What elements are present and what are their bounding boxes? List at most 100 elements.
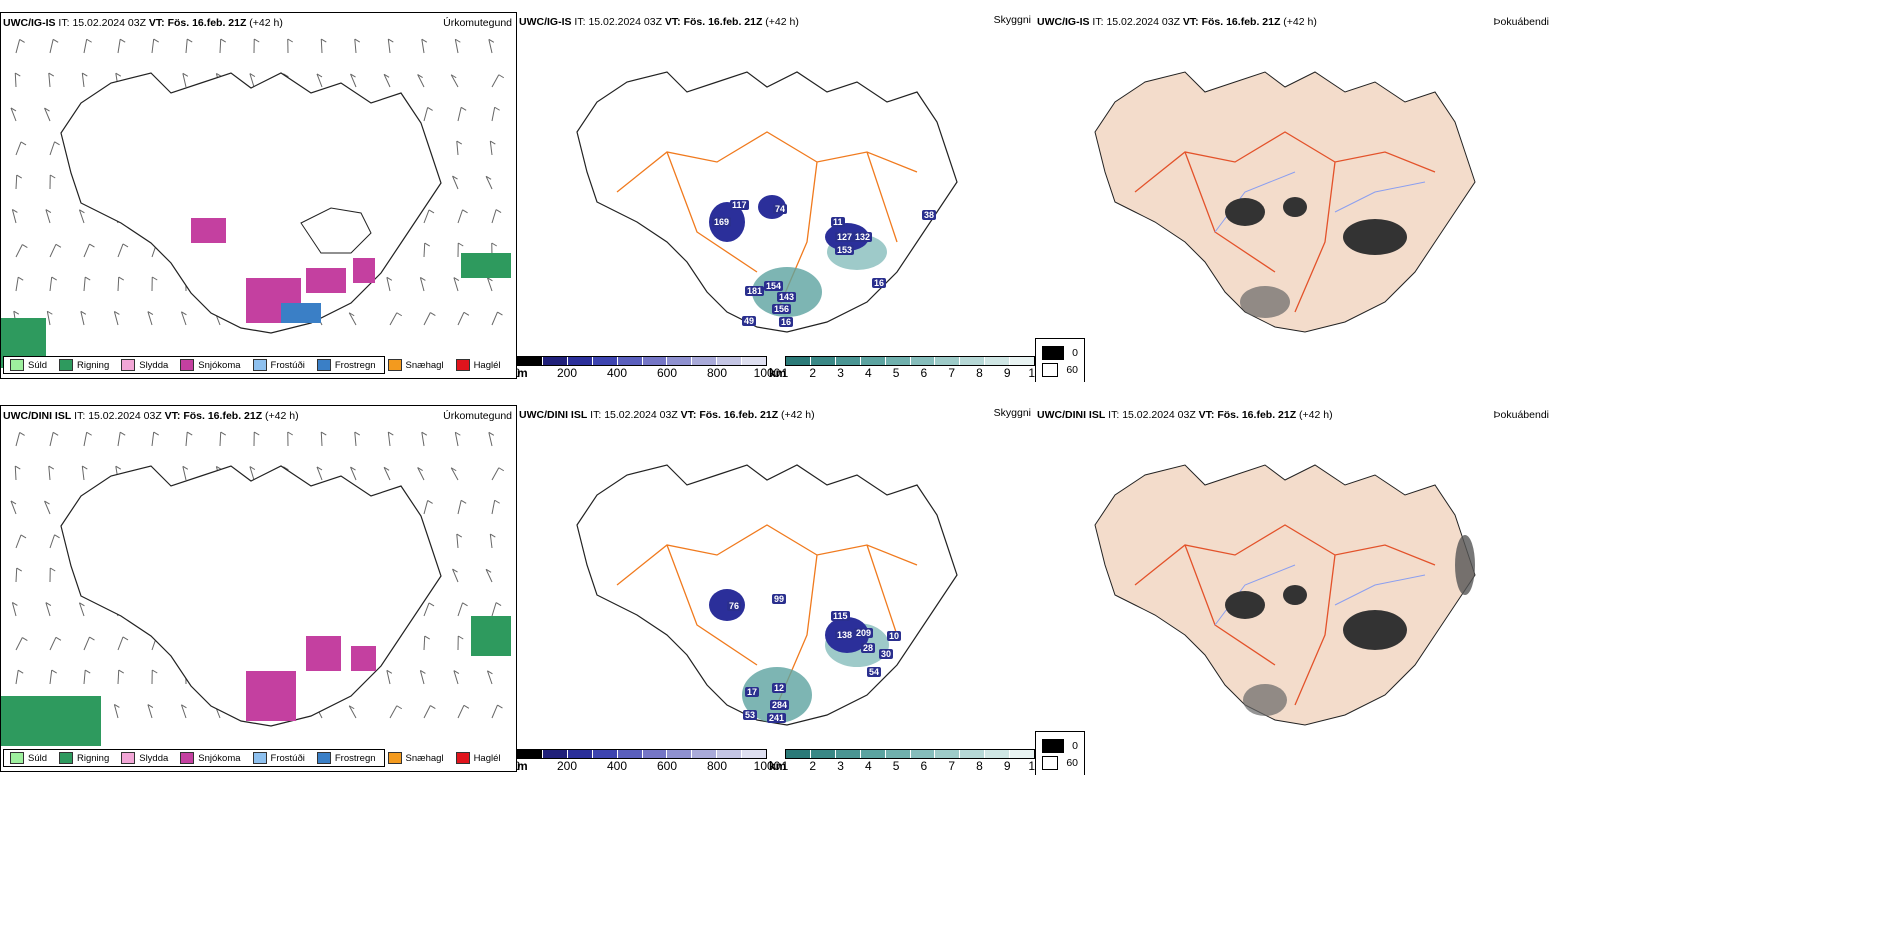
precip-legend-item: Snæhagl (387, 359, 444, 371)
fog-legend-label: 60 (1066, 757, 1078, 769)
wind-barb (11, 602, 17, 617)
wind-barb (389, 705, 398, 719)
wind-barb-tick (115, 72, 122, 77)
precip-legend-item: Snjókoma (180, 359, 241, 371)
wind-barb (354, 432, 357, 447)
colorbar-tick-label: 7 (948, 366, 955, 380)
wind-barb (151, 432, 155, 447)
cloudbase-colorbar: 0 200 400 600 800 1000 m (517, 749, 780, 773)
wind-barb (15, 244, 23, 258)
wind-barb-tick (487, 670, 493, 675)
wind-barb-tick (20, 141, 27, 146)
wind-barb-tick (181, 704, 187, 709)
wind-barb-tick (249, 466, 256, 471)
panel-type-title: Þokuábendi (1493, 16, 1549, 28)
panel-header: UWC/IG-IS IT: 15.02.2024 03Z VT: Fös. 16… (3, 17, 283, 29)
wind-barb (49, 670, 53, 685)
visibility-area (742, 667, 812, 723)
wind-barb (457, 705, 465, 719)
wind-barb-tick (498, 74, 505, 79)
panel-header: UWC/IG-IS IT: 15.02.2024 03Z VT: Fös. 16… (519, 16, 799, 28)
precip-legend-swatch (59, 359, 74, 371)
wind-barb (486, 670, 493, 685)
precip-legend-item: Súld (10, 752, 47, 764)
wind-barb-tick (186, 38, 193, 43)
wind-barb (491, 107, 496, 122)
wind-barb (423, 705, 431, 719)
precip-legend-item: Frostregn (316, 359, 376, 371)
precip-legend-swatch (121, 359, 136, 371)
panel-type-title: Úrkomutegund (443, 410, 512, 422)
colorbar-swatch (642, 750, 668, 758)
wind-barb (454, 432, 459, 447)
wind-barb-tick (421, 38, 428, 43)
panel-type-title: Úrkomutegund (443, 17, 512, 29)
wind-barb (49, 534, 56, 549)
wind-barb (452, 175, 459, 190)
cloudbase-colorbar: 0 200 400 600 800 1000 m (517, 356, 780, 380)
cloudbase-value: 28 (861, 643, 876, 653)
colorbar-swatch (810, 750, 836, 758)
wind-barb (113, 311, 119, 326)
wind-barb (44, 107, 51, 122)
fog-area (1283, 585, 1307, 605)
wind-barb-tick (316, 73, 323, 78)
wind-barb-tick (119, 431, 126, 436)
precip-legend-swatch (252, 359, 267, 371)
wind-barb-tick (45, 209, 52, 214)
cloudbase-value: 49 (742, 316, 757, 326)
colorbar-swatch (717, 357, 743, 365)
wind-barb (15, 277, 19, 292)
colorbar-tick-label: 600 (656, 366, 678, 380)
colorbar-swatch (885, 750, 911, 758)
wind-barb (45, 209, 51, 224)
wind-barb (491, 74, 500, 88)
wind-barb-tick (119, 38, 126, 43)
wind-barb (117, 636, 124, 651)
wind-barb (180, 311, 187, 326)
wind-barb-tick (316, 466, 323, 471)
wind-barb-tick (122, 636, 129, 641)
colorbar-tick-label: 600 (656, 759, 678, 773)
colorbar-swatch (810, 357, 836, 365)
wind-barb (49, 39, 54, 54)
precip-type-legend: Súld Rigning Slydda Snjókoma Frostúði Frostre… (3, 749, 501, 767)
wind-barb-tick (460, 499, 467, 504)
wind-barb-tick (12, 209, 18, 213)
wind-barb (48, 466, 51, 481)
wind-barb-tick (417, 74, 423, 78)
wind-barb-tick (428, 602, 435, 607)
wind-barb-tick (55, 243, 62, 248)
colorbar-tick-label: 200 (556, 759, 578, 773)
colorbar-tick-label: 2 (809, 759, 817, 773)
wind-barb-tick (386, 669, 393, 674)
wind-barb (423, 209, 430, 224)
wind-barb (485, 569, 493, 583)
wind-barb (389, 312, 398, 326)
colorbar-swatch (935, 750, 961, 758)
visibility-colorbar: 1 2 3 4 5 6 7 8 9 10 km (769, 749, 1035, 773)
cloudbase-value: 181 (745, 286, 765, 296)
colorbar-swatch (786, 357, 811, 365)
cloudbase-value: 241 (767, 713, 787, 723)
precip-legend-label: Frostúði (270, 752, 305, 764)
visibility-unit: km (769, 759, 787, 773)
wind-barb (46, 311, 51, 326)
wind-barb-tick (490, 140, 496, 145)
wind-barb (117, 432, 121, 447)
wind-barb-tick (460, 106, 467, 111)
wind-barb (453, 277, 459, 292)
wind-barb (78, 602, 85, 617)
fog-area (1240, 286, 1290, 318)
wind-barb-tick (182, 465, 189, 470)
wind-barb-tick (428, 209, 435, 214)
precip-legend-label: Frostregn (334, 359, 376, 371)
cloudbase-colorbar-swatches (517, 356, 767, 366)
wind-barb-tick (10, 500, 17, 505)
wind-barb-tick (495, 602, 502, 607)
precip-type-legend: Súld Rigning Slydda Snjókoma Frostúði Frostre… (3, 356, 501, 374)
wind-barb (417, 74, 425, 88)
precip-legend-item: Slydda (121, 752, 168, 764)
wind-barb (83, 432, 88, 447)
wind-barb-tick (45, 602, 52, 607)
